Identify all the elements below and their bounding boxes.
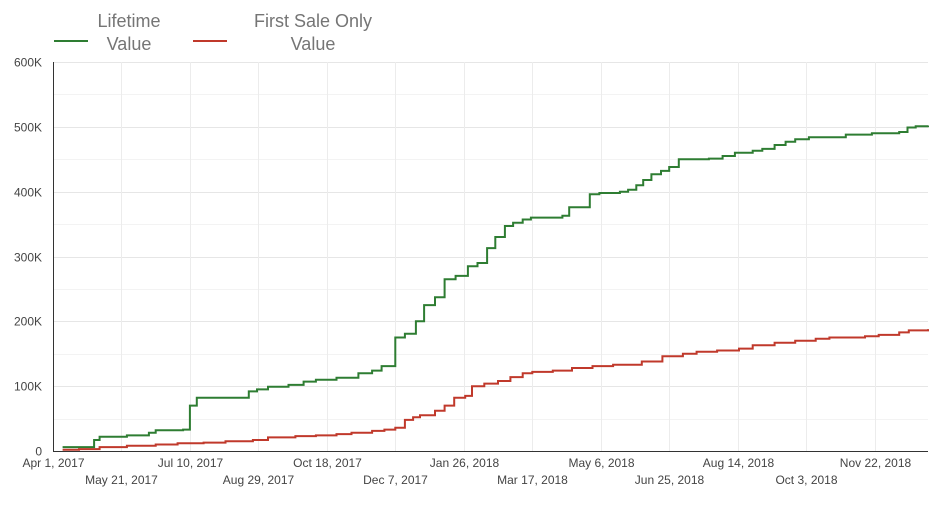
grid-layer (53, 62, 928, 451)
series-line-lifetime-value[interactable] (62, 125, 929, 449)
series-layer (62, 125, 929, 451)
x-tick-label: Jul 10, 2017 (158, 456, 224, 470)
series-line-first-sale-only-value[interactable] (62, 329, 929, 451)
legend-label-line-2: Value (291, 34, 336, 54)
legend-item-first-sale-only-value[interactable]: First Sale Only Value (193, 11, 372, 54)
y-tick-label: 300K (14, 251, 42, 265)
y-tick-label: 100K (14, 380, 42, 394)
x-tick-label: Apr 1, 2017 (22, 456, 84, 470)
legend-label-line-1: Lifetime (97, 11, 160, 31)
x-tick-label: May 6, 2018 (568, 456, 634, 470)
y-tick-label: 200K (14, 315, 42, 329)
y-tick-label: 600K (14, 56, 42, 70)
x-tick-label: Nov 22, 2018 (840, 456, 912, 470)
y-tick-label: 500K (14, 121, 42, 135)
legend[interactable]: Lifetime Value First Sale Only Value (54, 11, 372, 54)
y-tick-label: 0 (35, 445, 42, 459)
x-tick-label: Aug 14, 2018 (703, 456, 775, 470)
x-tick-label: Jun 25, 2018 (635, 473, 705, 487)
x-tick-label: Jan 26, 2018 (430, 456, 500, 470)
x-tick-label: Oct 18, 2017 (293, 456, 362, 470)
axis-layer: 0 100K 200K 300K 400K 500K 600K Apr 1, 2017 Jul … (14, 56, 928, 487)
legend-label-line-1: First Sale Only (254, 11, 372, 31)
y-tick-label: 400K (14, 186, 42, 200)
x-tick-label: May 21, 2017 (85, 473, 158, 487)
x-tick-label: Dec 7, 2017 (363, 473, 428, 487)
x-tick-label: Oct 3, 2018 (775, 473, 837, 487)
x-tick-label: Mar 17, 2018 (497, 473, 568, 487)
legend-item-lifetime-value[interactable]: Lifetime Value (54, 11, 161, 54)
legend-label-line-2: Value (107, 34, 152, 54)
x-tick-label: Aug 29, 2017 (223, 473, 295, 487)
